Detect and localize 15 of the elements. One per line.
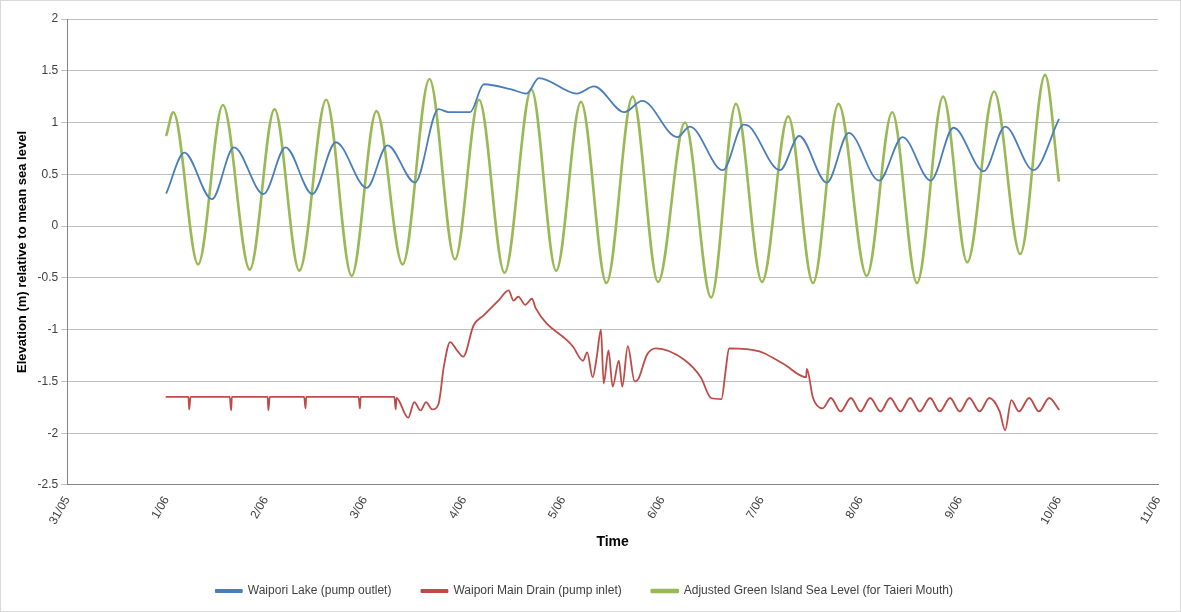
y-tick-label: 1.5 (41, 63, 59, 78)
y-axis-title: Elevation (m) relative to mean sea level (14, 130, 30, 374)
y-tick-label: 1 (51, 114, 59, 129)
y-tick-label: -1 (47, 321, 59, 336)
y-tick-label: 0 (51, 218, 59, 233)
y-tick-label: -1.5 (37, 373, 59, 388)
x-axis-title: Time (596, 533, 630, 550)
y-tick-label: -2.5 (37, 477, 59, 492)
legend-label: Waipori Lake (pump outlet) (247, 583, 392, 598)
legend-label: Waipori Main Drain (pump inlet) (453, 583, 622, 598)
legend-label: Adjusted Green Island Sea Level (for Taieri Mouth) (683, 583, 953, 598)
y-tick-label: -0.5 (37, 270, 59, 285)
y-tick-label: 2 (51, 11, 59, 26)
y-tick-label: 0.5 (41, 166, 59, 181)
y-tick-label: -2 (47, 425, 59, 440)
